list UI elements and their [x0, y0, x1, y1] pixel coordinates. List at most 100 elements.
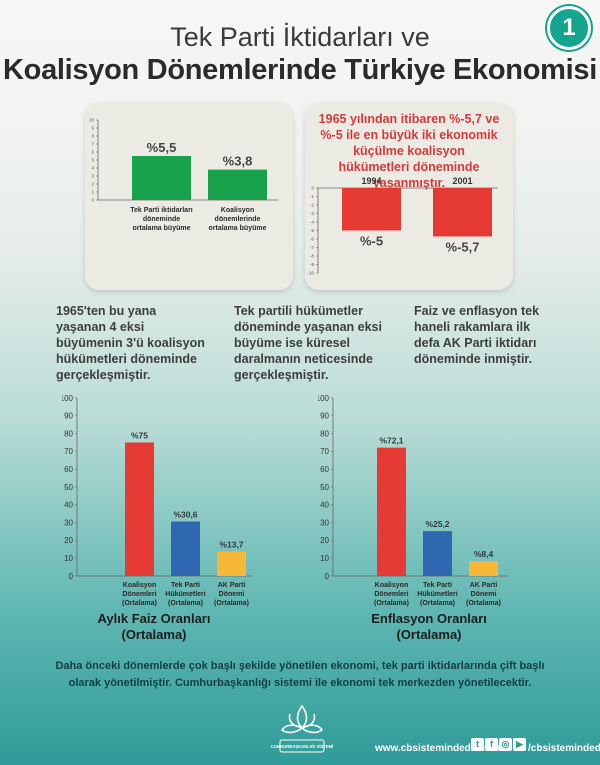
y-tick-label: 0	[69, 572, 74, 581]
x-tick-label: dönemlerinde	[215, 216, 261, 223]
bar-value-label: %13,7	[219, 540, 243, 550]
y-tick-label: 40	[320, 501, 329, 510]
title-line-2: Koalisyon Dönemlerinde Türkiye Ekonomisi	[3, 54, 597, 86]
y-tick-label: 5	[91, 158, 94, 163]
y-tick-label: 10	[64, 554, 73, 563]
y-tick-label: 70	[320, 447, 329, 456]
x-tick-label: AK Parti	[470, 582, 498, 589]
y-tick-label: 1	[91, 190, 94, 195]
y-tick-label: 70	[64, 447, 73, 456]
bar	[208, 169, 267, 200]
inflation-rate-chart: 0 10 20 30 40 50 60 70 80 90 100 %72,1 Koalisyon Döne…	[318, 394, 508, 642]
y-tick-label: 2	[91, 182, 94, 187]
y-tick-label: -2	[310, 203, 314, 208]
bar	[171, 521, 200, 576]
x-tick-label: Koalisyon	[375, 582, 408, 589]
y-tick-label: 20	[64, 536, 73, 545]
paragraph-negative-growth: 1965'ten bu yana yaşanan 4 eksi büyümeni…	[56, 304, 205, 382]
y-tick-label: 60	[320, 465, 329, 474]
x-tick-label: Tek Parti	[171, 582, 200, 589]
x-tick-label: ortalama büyüme	[133, 225, 191, 232]
y-tick-label: 3	[91, 174, 94, 179]
x-tick-label: Tek Parti	[423, 582, 452, 589]
contraction-chart: 0 -1 -2 -3 -4 -5 -6 -7 -8 -9 -10 %-5 1994 %-5,7 2001	[307, 176, 498, 276]
youtube-icon[interactable]: ▶	[513, 738, 526, 751]
y-tick-label: 4	[91, 166, 94, 171]
y-tick-label: 10	[89, 118, 95, 123]
x-tick-label: Hükümetleri	[417, 591, 458, 598]
x-tick-label: (Ortalama)	[466, 600, 501, 607]
y-tick-label: 90	[64, 412, 73, 421]
paragraph-interest-inflation: Faiz ve enflasyon tek haneli rakamlara i…	[414, 304, 540, 366]
x-tick-label: Dönemleri	[122, 591, 156, 598]
social-handle[interactable]: /cbsistemindedir	[528, 743, 600, 754]
growth-panel: 0 1 2 3 4 5 6 7 8 9 10 %5,5 Tek Parti iktidarları dön…	[85, 103, 293, 290]
bar-value-label: %-5,7	[446, 239, 480, 254]
x-tick-label: (Ortalama)	[374, 600, 409, 607]
contraction-panel: 1965 yılından itibaren %-5,7 ve %-5 ile …	[305, 103, 513, 290]
bar-value-label: %72,1	[379, 436, 403, 446]
bar-value-label: %30,6	[173, 510, 197, 520]
bar-value-label: %3,8	[223, 154, 253, 169]
x-tick-label: ortalama büyüme	[209, 225, 267, 232]
y-tick-label: 90	[320, 412, 329, 421]
y-tick-label: 60	[64, 465, 73, 474]
y-tick-label: -6	[310, 237, 314, 242]
bar	[217, 551, 246, 576]
x-tick-label: Dönemi	[471, 591, 497, 598]
bar-value-label: %8,4	[474, 549, 494, 559]
y-tick-label: -8	[310, 254, 314, 259]
x-tick-label: (Ortalama)	[168, 600, 203, 607]
cumhurbaskanligi-logo: CUMHURBAŞKANLIĞI SİSTEMİ	[271, 704, 334, 753]
bar	[423, 531, 452, 576]
y-tick-label: 8	[91, 134, 94, 139]
x-tick-label: 2001	[452, 176, 472, 186]
website-link[interactable]: www.cbsistemindedir.com	[375, 743, 501, 754]
y-tick-label: 30	[64, 518, 73, 527]
growth-chart: 0 1 2 3 4 5 6 7 8 9 10 %5,5 Tek Parti iktidarları dön…	[89, 118, 278, 232]
paragraph-single-party: Tek partili hükümetler döneminde yaşanan…	[234, 304, 382, 382]
y-tick-label: 50	[320, 483, 329, 492]
twitter-icon[interactable]: t	[471, 738, 484, 751]
bar-value-label: %75	[131, 431, 148, 441]
x-tick-label: AK Parti	[218, 582, 246, 589]
interest-rate-chart: 0 10 20 30 40 50 60 70 80 90 100 %75 Koalisyon Döneml…	[62, 394, 252, 642]
x-tick-label: 1994	[361, 176, 381, 186]
bar-value-label: %5,5	[147, 140, 177, 155]
x-tick-label: Hükümetleri	[165, 591, 206, 598]
y-tick-label: 7	[91, 142, 94, 147]
bar	[132, 156, 191, 200]
chart-subtitle: (Ortalama)	[396, 627, 461, 642]
y-tick-label: -4	[310, 220, 314, 225]
logo-text: CUMHURBAŞKANLIĞI SİSTEMİ	[271, 744, 334, 749]
facebook-icon[interactable]: f	[485, 738, 498, 751]
chart-title: Aylık Faiz Oranları	[98, 611, 211, 626]
y-tick-label: 40	[64, 501, 73, 510]
bar	[377, 447, 406, 576]
chart-title: Enflasyon Oranları	[371, 611, 487, 626]
bar	[469, 561, 498, 576]
y-tick-label: 9	[91, 126, 94, 131]
x-tick-label: döneminde	[143, 216, 180, 223]
y-tick-label: -5	[310, 228, 314, 233]
y-tick-label: 30	[320, 518, 329, 527]
instagram-icon[interactable]: ◎	[499, 738, 512, 751]
y-tick-label: 50	[64, 483, 73, 492]
bar-value-label: %25,2	[425, 519, 449, 529]
bar	[125, 442, 154, 576]
y-tick-label: 0	[91, 198, 94, 203]
x-tick-label: Koalisyon	[221, 207, 254, 214]
y-tick-label: 10	[320, 554, 329, 563]
y-tick-label: 80	[64, 429, 73, 438]
y-tick-label: 100	[318, 394, 330, 403]
title-line-1: Tek Parti İktidarları ve	[170, 22, 430, 52]
x-tick-label: (Ortalama)	[122, 600, 157, 607]
y-tick-label: 20	[320, 536, 329, 545]
y-tick-label: 6	[91, 150, 94, 155]
chart-subtitle: (Ortalama)	[121, 627, 186, 642]
y-tick-label: -3	[310, 211, 314, 216]
contraction-note: 1965 yılından itibaren %-5,7 ve %-5 ile …	[318, 112, 500, 190]
y-tick-label: 80	[320, 429, 329, 438]
y-tick-label: -10	[307, 271, 314, 276]
